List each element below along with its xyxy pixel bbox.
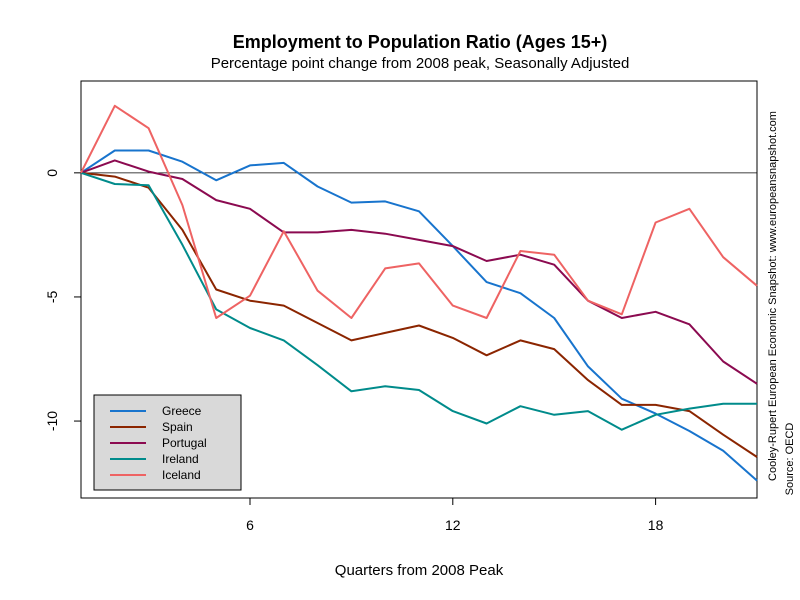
legend-label-ireland: Ireland — [162, 452, 199, 466]
side-note-credit: Cooley-Rupert European Economic Snapshot… — [767, 111, 779, 481]
legend-label-iceland: Iceland — [162, 468, 201, 482]
x-tick-label: 6 — [246, 517, 254, 533]
plot-frame — [80, 80, 758, 499]
y-axis: 0 -5 -10 — [44, 169, 81, 431]
legend-label-greece: Greece — [162, 404, 202, 418]
chart-subtitle: Percentage point change from 2008 peak, … — [211, 55, 630, 72]
legend-label-spain: Spain — [162, 420, 193, 434]
y-tick-label: -10 — [44, 411, 60, 431]
legend-label-portugal: Portugal — [162, 436, 207, 450]
series-line-portugal — [80, 159, 758, 385]
side-note-source: Source: OECD — [784, 423, 796, 496]
series-line-ireland — [80, 171, 757, 431]
x-axis: 6 12 18 — [246, 498, 664, 533]
x-tick-label: 12 — [445, 517, 461, 533]
series-lines — [80, 104, 758, 482]
series-line-greece — [80, 149, 758, 482]
series-line-spain — [80, 171, 758, 458]
x-axis-label: Quarters from 2008 Peak — [335, 562, 504, 579]
x-tick-label: 18 — [648, 517, 664, 533]
legend: Greece Spain Portugal Ireland Iceland — [93, 394, 242, 491]
chart-title: Employment to Population Ratio (Ages 15+… — [233, 32, 608, 52]
series-line-iceland — [80, 104, 758, 319]
y-tick-label: -5 — [44, 291, 60, 304]
y-tick-label: 0 — [44, 169, 60, 177]
